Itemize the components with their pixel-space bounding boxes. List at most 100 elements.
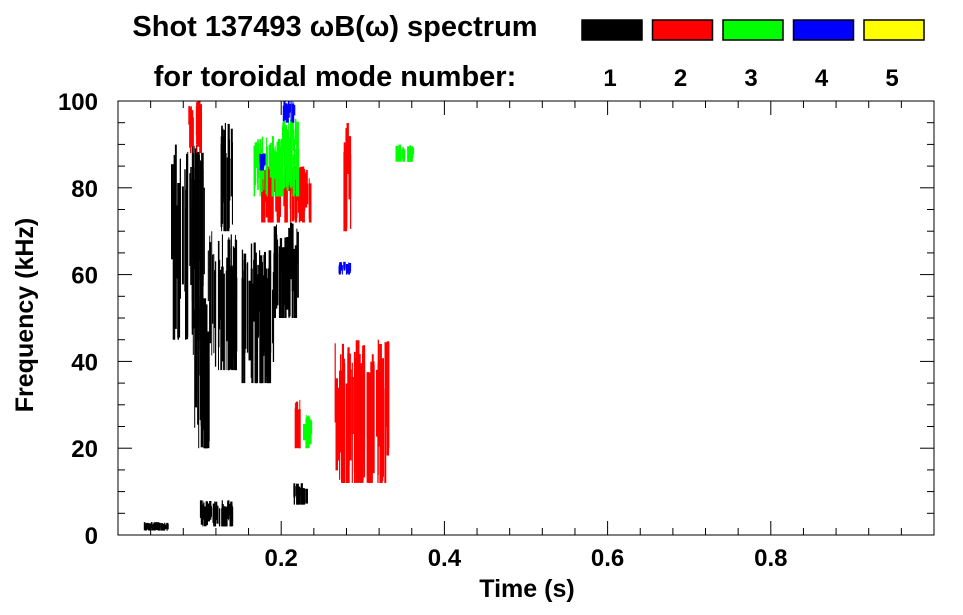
spectrum-streak [285,148,288,187]
spectrum-streak [366,372,369,439]
mode-4-region [259,153,266,171]
spectrum-streak [218,508,221,527]
spectrum-streak [255,289,259,384]
spectrum-streak [190,110,194,147]
mode-1-region [220,123,233,232]
mode-3-region [281,118,299,154]
legend-label-4: 4 [815,65,829,92]
spectrum-streak [200,168,202,316]
y-tick-label: 60 [71,263,98,290]
spectrum-streak [261,154,265,164]
spectrum-streak [187,151,189,337]
spectrum-streak [181,186,184,285]
spectrum-streak [296,489,298,503]
legend: 1 2 3 4 5 [581,19,925,92]
spectrum-streak [214,261,217,367]
spectrum-streak [357,340,360,449]
spectrum-streak [282,105,285,122]
x-tick-label: 0.4 [428,545,462,572]
spectrum-streak [156,522,160,530]
spectrum-streak [345,264,348,275]
spectrum-streak [291,223,294,292]
spectrum-streak [197,322,199,425]
spectrum-streak [151,524,153,531]
spectrum-streak [223,129,226,232]
spectrum-streak [261,261,263,315]
spectrum-data [143,101,415,531]
spectrum-streak [409,145,411,158]
spectrum-streak [348,353,351,434]
spectrum-streak [297,490,300,505]
spectrum-streak [355,340,358,473]
spectrum-streak [195,194,197,316]
chart-title: Shot 137493 ωB(ω) spectrum [132,11,537,43]
spectrum-streak [279,147,282,189]
spectrum-streak [308,183,312,223]
spectrum-streak [207,503,210,522]
spectrum-streak [287,130,290,148]
legend-swatch-2 [651,19,714,41]
spectrum-streak [274,237,277,279]
legend-label-2: 2 [674,65,687,92]
spectrum-streak [190,167,192,285]
spectrum-streak [226,257,228,342]
spectrum-streak [209,501,212,520]
spectrum-streak [301,183,303,209]
mode-4-region [282,101,296,123]
spectrum-streak [292,101,294,118]
spectrum-streak [211,254,214,324]
spectrum-streak [214,506,217,520]
spectrum-streak [337,387,340,461]
spectrum-streak [190,107,192,145]
spectrum-streak [339,262,342,268]
spectrum-streak [291,151,293,186]
spectrum-streak [271,179,273,220]
spectrum-streak [224,123,226,177]
spectrum-streak [368,377,372,483]
spectrum-streak [223,506,226,527]
spectrum-streak [241,249,244,302]
spectrum-streak [177,211,179,340]
spectrum-streak [284,105,287,115]
spectrum-streak [206,501,208,526]
spectrum-streak [289,183,292,223]
spectrum-streak [376,369,378,437]
spectrum-streak [223,136,225,198]
spectrum-streak [302,488,306,505]
y-tick-label: 100 [58,89,98,116]
spectrum-streak [297,410,300,447]
spectrum-streak [294,403,296,449]
spectrum-streak [263,153,265,190]
spectrum-streak [189,113,191,148]
spectrum-streak [284,171,287,223]
spectrum-streak [192,178,194,318]
spectrum-streak [276,245,279,306]
spectrum-streak [268,288,271,368]
spectrum-streak [284,248,287,318]
mode-1-region [293,483,308,505]
spectrum-streak [293,483,296,498]
spectrum-streak [309,421,313,435]
spectrum-streak [293,105,296,116]
y-tick-label: 40 [71,349,98,376]
mode-2-region [188,101,202,154]
spectrum-streak [340,354,342,405]
spectrum-streak [297,121,299,153]
plot-frame [117,100,935,536]
spectrum-streak [386,345,390,456]
spectrum-streak [213,254,215,354]
spectrum-streak [207,331,210,442]
legend-label-3: 3 [744,65,757,92]
spectrum-streak [342,359,345,424]
x-axis-label: Time (s) [479,575,574,603]
spectrum-streak [338,264,341,275]
spectrum-streak [342,265,343,275]
spectrum-streak [289,124,291,154]
spectrum-streak [299,399,301,449]
spectrum-streak [257,140,259,190]
spectrum-streak [199,500,202,518]
spectrum-streak [303,424,306,441]
legend-swatch-3 [722,19,784,41]
spectrum-streak [295,155,298,197]
